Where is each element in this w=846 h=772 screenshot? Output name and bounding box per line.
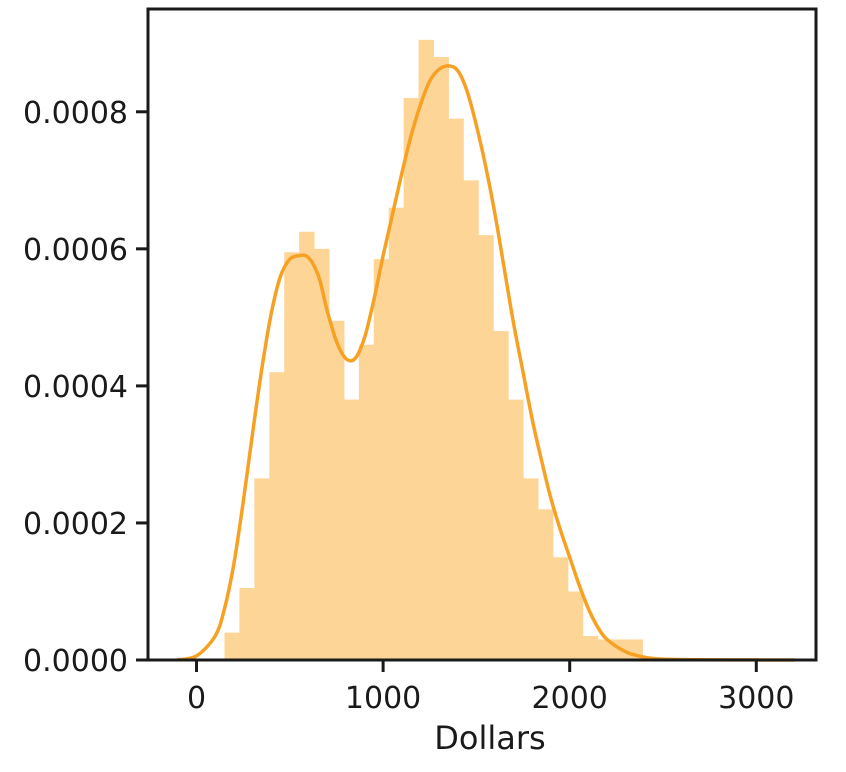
histogram-bar	[463, 180, 479, 660]
histogram-bar	[478, 235, 494, 660]
histogram-bar	[328, 320, 345, 660]
histogram-bar	[493, 331, 509, 660]
histogram-bar	[582, 636, 599, 660]
x-tick-label: 3000	[718, 681, 794, 716]
histogram-bar	[552, 557, 569, 660]
histogram-bar	[448, 118, 464, 661]
histogram-bar	[224, 632, 240, 660]
x-axis-ticks: 0 1000 2000 3000	[187, 660, 794, 716]
histogram-bar	[299, 231, 315, 661]
kde-density-curve	[176, 64, 796, 662]
histogram-bar	[239, 588, 255, 660]
y-tick-label: 0.0002	[23, 507, 128, 542]
histogram-bar	[388, 207, 405, 660]
y-tick-label: 0.0004	[23, 370, 128, 405]
histogram-bar	[269, 372, 285, 660]
x-tick-label: 2000	[532, 681, 608, 716]
histogram-bar	[284, 252, 300, 660]
y-tick-label: 0.0000	[23, 644, 128, 679]
histogram-bar	[433, 56, 449, 660]
histogram-bar	[403, 98, 420, 660]
x-tick-label: 1000	[345, 681, 421, 716]
histogram-bar	[358, 344, 375, 660]
histogram-bar	[254, 478, 270, 660]
histogram-bar	[343, 399, 360, 660]
histogram-bar	[537, 509, 554, 660]
x-axis-label: Dollars	[434, 719, 545, 757]
histogram-bars	[224, 39, 643, 661]
histogram-bar	[314, 248, 330, 660]
x-tick-label: 0	[187, 681, 206, 716]
histogram-bar	[373, 259, 390, 660]
y-tick-label: 0.0008	[23, 96, 128, 131]
y-tick-label: 0.0006	[23, 233, 128, 268]
histogram-bar	[567, 591, 584, 660]
histogram-bar	[508, 399, 524, 660]
histogram-bar	[597, 639, 614, 660]
histogram-bar	[523, 478, 539, 660]
plot-frame	[146, 7, 818, 662]
histogram-bar	[418, 39, 434, 660]
y-axis-ticks: 0.0000 0.0002 0.0004 0.0006 0.0008	[23, 96, 148, 679]
